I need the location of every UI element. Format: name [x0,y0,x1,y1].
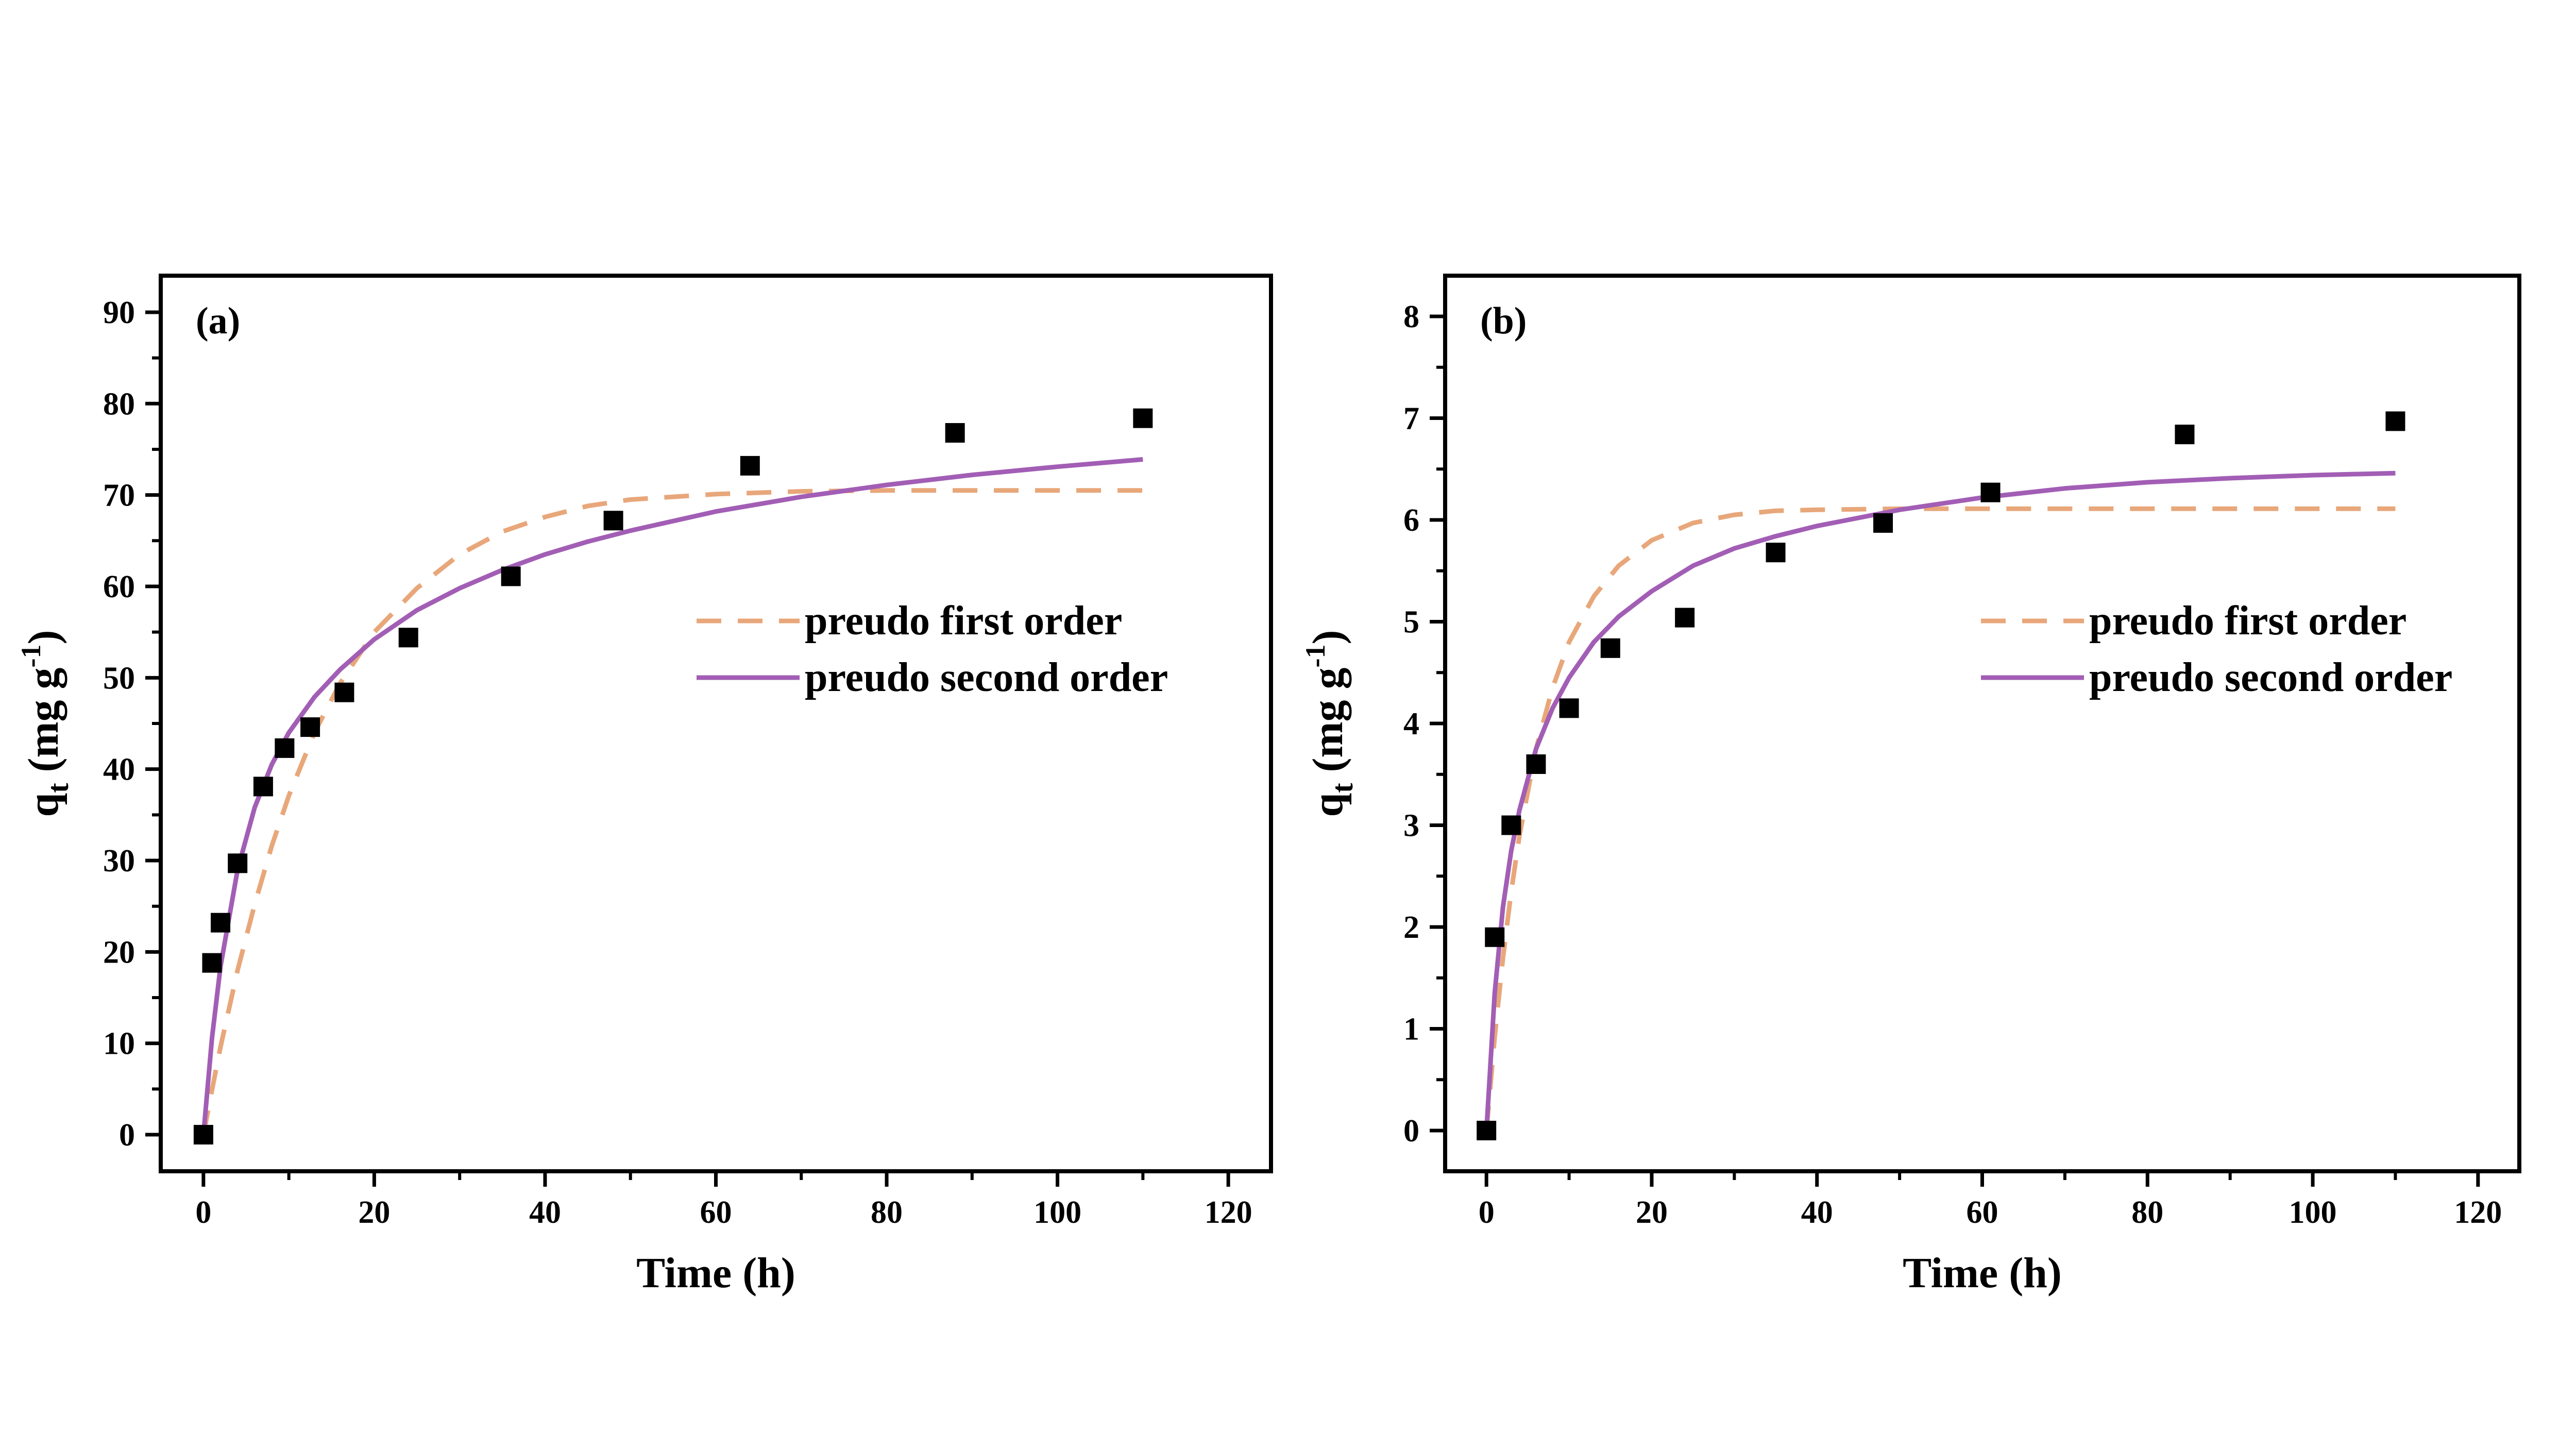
data-point [1133,408,1153,428]
data-point [1501,815,1521,835]
data-point [2175,425,2195,445]
y-axis-title-unit-close: ) [1304,630,1352,645]
legend-label-first-order: preudo first order [2089,598,2406,644]
y-tick-label: 40 [103,752,135,787]
axis-ticks: 0 20 40 60 80 100 120 0 10 20 30 40 50 60 70 80 90 [103,295,1252,1230]
data-point [740,456,760,476]
data-point [253,777,273,797]
legend: preudo first order preudo second order [697,598,1168,700]
y-tick-label: 1 [1403,1012,1419,1047]
series-line-preudo-second-order [1484,470,2396,1131]
y-axis-title-subscript: t [41,783,75,793]
panel-label: (a) [196,300,240,342]
y-tick-label: 70 [103,478,135,513]
data-point [275,738,295,758]
y-tick-label: 2 [1403,910,1419,945]
y-axis-title: qt (mg g-1) [15,630,75,817]
y-tick-label: 30 [103,844,135,879]
data-point [1766,543,1786,563]
x-tick-label: 80 [871,1195,903,1230]
fit-lines [201,457,1143,1135]
fit-lines [1484,470,2396,1131]
y-tick-label: 8 [1403,299,1419,334]
data-point [945,423,965,443]
x-tick-label: 120 [1205,1195,1252,1230]
y-tick-label: 80 [103,386,135,422]
y-tick-label: 7 [1403,401,1419,436]
y-axis-title-base: q [20,793,67,817]
data-point [1477,1121,1497,1140]
panel-label: (b) [1480,300,1527,342]
series-line-preudo-second-order [201,457,1143,1135]
data-point [300,717,320,737]
y-tick-label: 3 [1403,808,1419,844]
data-point [202,953,222,973]
y-axis-title-subscript: t [1326,783,1359,793]
legend-label-second-order: preudo second order [2089,655,2452,700]
data-point [398,628,418,648]
series-line-preudo-first-order [201,488,1143,1135]
x-tick-label: 0 [1479,1195,1495,1230]
y-axis-title-base: q [1304,793,1352,817]
x-axis-title: Time (h) [1903,1249,2062,1297]
x-tick-label: 120 [2454,1195,2502,1230]
y-tick-label: 10 [103,1026,135,1062]
data-point [211,913,231,933]
data-points [1477,411,2405,1140]
y-tick-label: 50 [103,661,135,696]
legend-label-first-order: preudo first order [805,598,1122,644]
y-axis-title: qt (mg g-1) [1300,630,1359,817]
y-tick-label: 20 [103,935,135,970]
legend: preudo first order preudo second order [1981,598,2452,700]
y-axis-title-unit-close: ) [20,630,67,645]
data-point [501,566,521,586]
y-axis-title-superscript: -1 [1300,645,1331,668]
y-tick-label: 0 [1403,1114,1419,1149]
x-axis-title: Time (h) [636,1249,795,1297]
data-point [193,1125,213,1145]
data-point [603,511,623,531]
chart-panel-a: 0 20 40 60 80 100 120 0 10 20 30 40 50 60 70 80 90 (a) p… [15,274,1273,1297]
y-axis-title-unit: (mg g [20,667,67,783]
chart-panel-b: 0 20 40 60 80 100 120 0 1 2 3 4 5 6 7 8 (b) preudo firs… [1300,274,2521,1297]
y-tick-label: 4 [1403,706,1419,742]
data-point [228,853,248,873]
y-tick-label: 6 [1403,503,1419,538]
legend-label-second-order: preudo second order [805,655,1168,700]
x-tick-label: 20 [358,1195,390,1230]
y-tick-label: 90 [103,295,135,330]
data-point [2385,411,2405,431]
axis-ticks: 0 20 40 60 80 100 120 0 1 2 3 4 5 6 7 8 [1403,299,2502,1230]
data-point [1485,927,1505,947]
data-point [1559,698,1579,718]
x-tick-label: 100 [1033,1195,1081,1230]
data-point [1873,513,1893,533]
plot-frame [1443,274,2521,1173]
y-tick-label: 5 [1403,605,1419,640]
data-points [193,408,1153,1145]
y-tick-label: 0 [119,1118,135,1153]
x-tick-label: 0 [195,1195,211,1230]
plot-frame [159,274,1273,1173]
data-point [1980,482,2001,502]
x-tick-label: 40 [1801,1195,1833,1230]
x-tick-label: 20 [1636,1195,1668,1230]
y-axis-title-superscript: -1 [15,645,46,668]
series-line-preudo-first-order [1484,506,2396,1131]
x-tick-label: 60 [1967,1195,1998,1230]
data-point [1600,638,1620,658]
x-tick-label: 80 [2131,1195,2163,1230]
y-tick-label: 60 [103,569,135,604]
data-point [1675,608,1695,628]
x-tick-label: 100 [2289,1195,2337,1230]
data-point [334,682,354,702]
data-point [1526,754,1546,774]
x-tick-label: 60 [700,1195,732,1230]
x-tick-label: 40 [529,1195,561,1230]
y-axis-title-unit: (mg g [1304,667,1352,783]
